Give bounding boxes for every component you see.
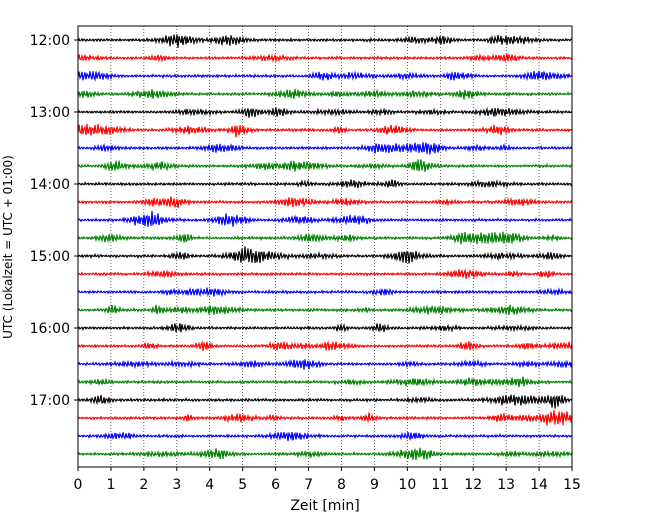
x-tick-label-9: 9 <box>370 477 379 493</box>
trace-1245 <box>77 88 573 100</box>
x-tick-label-2: 2 <box>139 477 148 493</box>
trace-1230 <box>77 70 573 82</box>
x-axis-ticks: 0 1 2 3 4 5 6 7 8 9 10 11 12 13 14 15 <box>74 467 581 493</box>
trace-1615 <box>77 340 573 352</box>
trace-1745 <box>77 447 573 460</box>
trace-1445 <box>77 231 573 245</box>
trace-1400 <box>77 179 573 189</box>
x-tick-label-0: 0 <box>74 477 83 493</box>
trace-1330 <box>77 142 573 155</box>
trace-1315 <box>77 124 573 138</box>
x-tick-label-4: 4 <box>205 477 214 493</box>
x-tick-label-5: 5 <box>238 477 247 493</box>
plot-frame <box>77 25 573 468</box>
y-axis-ticks: 12:00 13:00 14:00 15:00 16:00 17:00 <box>30 33 78 409</box>
trace-1530 <box>77 286 573 298</box>
trace-1200 <box>77 34 573 48</box>
y-tick-label-12:00: 12:00 <box>30 33 70 49</box>
trace-1300 <box>77 106 573 118</box>
trace-1645 <box>77 376 573 388</box>
traces <box>77 34 573 460</box>
x-axis-label: Zeit [min] <box>290 498 359 514</box>
trace-1545 <box>77 304 573 316</box>
y-tick-label-17:00: 17:00 <box>30 393 70 409</box>
trace-1630 <box>77 358 573 370</box>
x-tick-label-14: 14 <box>530 477 548 493</box>
x-tick-label-1: 1 <box>106 477 115 493</box>
x-tick-label-3: 3 <box>172 477 181 493</box>
y-axis-label: UTC (Lokalzeit = UTC + 01:00) <box>1 155 15 339</box>
trace-1700 <box>77 394 573 409</box>
x-tick-label-8: 8 <box>337 477 346 493</box>
x-tick-label-7: 7 <box>304 477 313 493</box>
x-tick-label-11: 11 <box>431 477 449 493</box>
x-tick-label-15: 15 <box>563 477 581 493</box>
trace-1715 <box>77 409 573 426</box>
trace-1345 <box>77 159 573 172</box>
x-tick-label-10: 10 <box>398 477 416 493</box>
x-tick-label-13: 13 <box>497 477 515 493</box>
trace-1515 <box>77 268 573 280</box>
trace-1600 <box>77 322 573 333</box>
y-tick-label-16:00: 16:00 <box>30 321 70 337</box>
x-tick-label-6: 6 <box>271 477 280 493</box>
trace-1430 <box>77 211 573 227</box>
trace-1730 <box>77 431 573 442</box>
y-tick-label-14:00: 14:00 <box>30 177 70 193</box>
trace-1415 <box>77 196 573 209</box>
y-tick-label-13:00: 13:00 <box>30 105 70 121</box>
trace-1500 <box>77 246 573 264</box>
trace-1215 <box>77 52 573 63</box>
y-tick-label-15:00: 15:00 <box>30 249 70 265</box>
x-tick-label-12: 12 <box>464 477 482 493</box>
